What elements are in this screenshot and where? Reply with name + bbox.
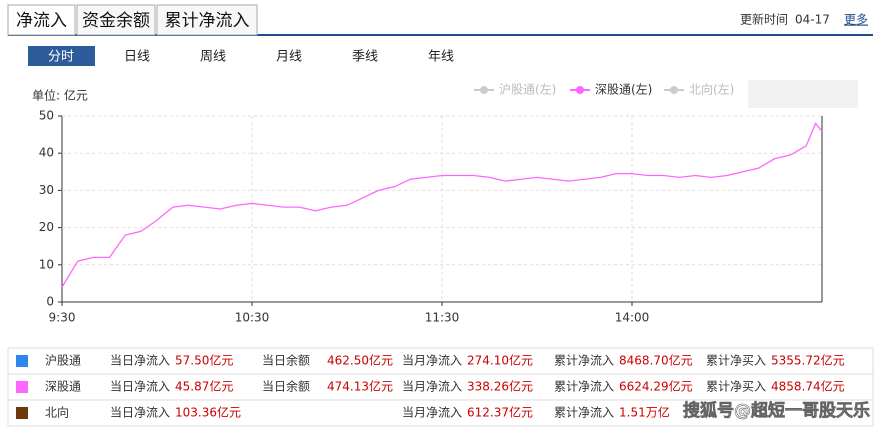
cell-label: 当日净流入 [110, 354, 170, 368]
period-active[interactable] [28, 46, 95, 66]
cell-label: 累计净买入 [706, 354, 766, 368]
y-tick-label: 40 [39, 146, 54, 160]
period-label[interactable]: 分时 [48, 50, 74, 65]
cell-value: 6624.29亿元 [619, 379, 693, 394]
tab[interactable] [156, 4, 258, 36]
more-link[interactable]: 更多 [844, 13, 868, 27]
cell-value: 57.50亿元 [175, 353, 233, 368]
cell-label: 累计净流入 [554, 406, 614, 420]
watermark: 搜狐号@超短一哥股天乐 [683, 400, 870, 421]
cell-value: 274.10亿元 [467, 353, 533, 368]
period-label[interactable]: 周线 [200, 50, 226, 65]
cell-value: 612.37亿元 [467, 405, 533, 420]
cell-value: 5355.72亿元 [771, 353, 845, 368]
y-tick-label: 50 [39, 109, 54, 123]
cell-label: 当日净流入 [110, 406, 170, 420]
table-frame [7, 347, 874, 427]
legend-marker[interactable] [480, 86, 488, 94]
cell-label: 累计净流入 [554, 354, 614, 368]
cell-label: 当月净流入 [402, 406, 462, 420]
row-name: 沪股通 [45, 354, 81, 368]
period-label[interactable]: 日线 [124, 50, 150, 65]
legend-marker[interactable] [576, 86, 584, 94]
update-label: 更新时间 [740, 12, 788, 27]
cell-value: 45.87亿元 [175, 379, 233, 394]
legend-label[interactable]: 深股通(左) [595, 82, 652, 97]
tab[interactable] [76, 4, 156, 36]
tab-label[interactable]: 资金余额 [82, 11, 150, 31]
legend-marker[interactable] [670, 86, 678, 94]
x-tick-label: 11:30 [425, 311, 460, 325]
cell-value: 474.13亿元 [327, 379, 393, 394]
blur-patch [748, 80, 858, 108]
tab-label[interactable]: 累计净流入 [165, 11, 250, 31]
period-label[interactable]: 季线 [352, 50, 378, 65]
x-tick-label: 10:30 [235, 311, 270, 325]
y-tick-label: 10 [39, 257, 54, 271]
cell-value: 4858.74亿元 [771, 379, 845, 394]
cell-value: 103.36亿元 [175, 405, 241, 420]
period-label[interactable]: 年线 [428, 50, 454, 65]
y-tick-label: 20 [39, 220, 54, 234]
cell-value: 462.50亿元 [327, 353, 393, 368]
legend-label[interactable]: 沪股通(左) [499, 82, 556, 97]
y-tick-label: 0 [46, 295, 54, 309]
x-tick-label: 9:30 [49, 311, 76, 325]
tab-label[interactable]: 净流入 [16, 11, 67, 31]
cell-label: 当日余额 [262, 353, 310, 368]
cell-value: 338.26亿元 [467, 379, 533, 394]
row-name: 北向 [45, 405, 69, 420]
cell-label: 当日余额 [262, 379, 310, 394]
y-tick-label: 30 [39, 183, 54, 197]
row-swatch [16, 407, 28, 419]
legend-label[interactable]: 北向(左) [689, 82, 734, 97]
cell-label: 当月净流入 [402, 354, 462, 368]
y-axis-unit: 单位: 亿元 [32, 88, 88, 103]
cell-label: 累计净流入 [554, 380, 614, 394]
line-series [61, 122, 823, 288]
tab[interactable] [7, 4, 76, 36]
row-name: 深股通 [45, 380, 81, 394]
row-swatch [16, 381, 28, 393]
x-tick-label: 14:00 [615, 311, 650, 325]
cell-label: 当月净流入 [402, 380, 462, 394]
cell-label: 累计净买入 [706, 380, 766, 394]
cell-value: 1.51万亿 [619, 405, 670, 420]
period-label[interactable]: 月线 [276, 50, 302, 65]
row-swatch [16, 355, 28, 367]
cell-value: 8468.70亿元 [619, 353, 693, 368]
update-date: 04-17 [795, 13, 830, 27]
cell-label: 当日净流入 [110, 380, 170, 394]
